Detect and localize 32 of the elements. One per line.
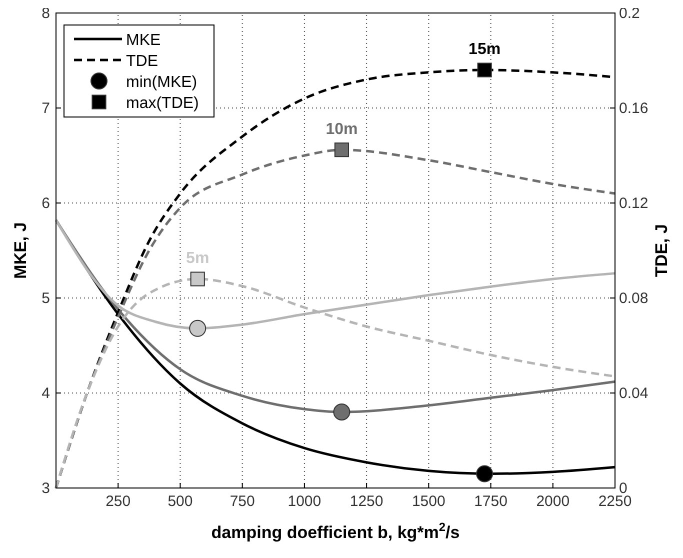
annotation: 15m	[468, 41, 501, 58]
point	[189, 320, 206, 337]
point	[477, 62, 492, 78]
x-tick-label: 1000	[288, 493, 322, 510]
y2-tick-label: 0.12	[619, 195, 648, 212]
legend-label: MKE	[126, 32, 161, 49]
x-axis-title: damping doefficient b, kg*m$^{2}$/s	[211, 520, 460, 542]
x-tick-label: 500	[168, 493, 193, 510]
point	[476, 465, 494, 482]
y-tick-label: 4	[42, 385, 50, 402]
point	[334, 142, 350, 158]
legend-label: TDE	[126, 53, 158, 70]
x-tick-label: 1500	[412, 493, 446, 510]
legend-label: max(TDE)	[126, 95, 199, 112]
x-tick-label: 250	[106, 493, 131, 510]
y-tick-label: 3	[42, 480, 50, 497]
y2-tick-label: 0.16	[619, 100, 648, 117]
x-tick-label: 750	[230, 493, 255, 510]
y2-tick-label: 0.04	[619, 385, 648, 402]
y2-tick-label: 0.08	[619, 290, 648, 307]
y-tick-label: 7	[42, 100, 50, 117]
y-tick-label: 5	[42, 290, 50, 307]
y-tick-label: 6	[42, 195, 50, 212]
point	[190, 272, 205, 286]
y2-axis-title: TDE, J	[652, 224, 671, 277]
x-tick-label: 2000	[536, 493, 570, 510]
legend-label: min(MKE)	[126, 74, 198, 91]
point	[333, 404, 350, 420]
annotation: 10m	[326, 120, 358, 138]
x-tick-label: 1750	[474, 493, 508, 510]
x-tick-label: 1250	[350, 493, 384, 510]
y-axis-title: MKE, J	[11, 222, 30, 279]
